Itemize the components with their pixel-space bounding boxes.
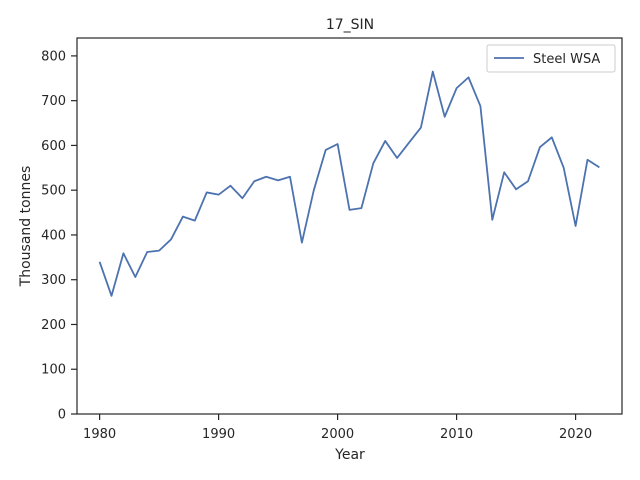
data-point (467, 76, 469, 78)
data-point (229, 185, 231, 187)
data-point (586, 159, 588, 161)
data-point (98, 261, 100, 263)
data-point (455, 87, 457, 89)
data-point (194, 219, 196, 221)
data-point (443, 116, 445, 118)
data-point (396, 157, 398, 159)
y-axis-label: Thousand tonnes (18, 166, 34, 288)
data-point (206, 191, 208, 193)
x-tick-label: 2010 (440, 427, 473, 442)
y-tick-label: 0 (58, 408, 66, 423)
data-point (562, 167, 564, 169)
legend-box (486, 44, 616, 73)
data-point (515, 188, 517, 190)
x-tick-label: 1980 (83, 427, 116, 442)
y-tick-label: 100 (41, 363, 66, 378)
x-tick-label: 1990 (202, 427, 235, 442)
data-point (360, 207, 362, 209)
data-point (134, 276, 136, 278)
data-point (325, 149, 327, 151)
y-tick-label: 800 (41, 49, 66, 64)
x-axis: 1980 1990 2000 2010 2020 (83, 414, 592, 442)
plot-frame (76, 37, 623, 415)
data-point (551, 136, 553, 138)
legend: Steel WSA (486, 44, 616, 73)
data-point (253, 180, 255, 182)
y-tick-label: 500 (41, 184, 66, 199)
data-point (241, 197, 243, 199)
data-point (122, 252, 124, 254)
data-point (420, 126, 422, 128)
data-point (503, 171, 505, 173)
data-point (158, 249, 160, 251)
data-point (277, 179, 279, 181)
data-point (432, 70, 434, 72)
x-axis-label: Year (334, 447, 365, 463)
data-point (479, 105, 481, 107)
data-point (539, 146, 541, 148)
y-tick-label: 600 (41, 139, 66, 154)
y-tick-label: 700 (41, 94, 66, 109)
data-point (574, 225, 576, 227)
x-tick-label: 2020 (559, 427, 592, 442)
data-point (289, 176, 291, 178)
data-point (265, 176, 267, 178)
data-point (348, 209, 350, 211)
y-axis: 0 100 200 300 400 500 600 700 800 (41, 49, 77, 423)
data-point (527, 180, 529, 182)
legend-label-steel-wsa: Steel WSA (533, 52, 600, 67)
data-point (146, 251, 148, 253)
data-point (372, 162, 374, 164)
y-tick-label: 200 (41, 318, 66, 333)
data-point (301, 241, 303, 243)
y-tick-label: 300 (41, 273, 66, 288)
series-line-steel-wsa (98, 70, 600, 297)
data-point (408, 142, 410, 144)
data-point (110, 295, 112, 297)
plot-area (98, 70, 600, 297)
data-point (598, 166, 600, 168)
data-point (384, 140, 386, 142)
data-point (491, 219, 493, 221)
x-tick-label: 2000 (321, 427, 354, 442)
y-tick-label: 400 (41, 228, 66, 243)
data-point (336, 143, 338, 145)
data-point (217, 193, 219, 195)
chart-title: 17_SIN (326, 17, 374, 33)
data-point (182, 215, 184, 217)
data-point (313, 189, 315, 191)
data-point (170, 238, 172, 240)
